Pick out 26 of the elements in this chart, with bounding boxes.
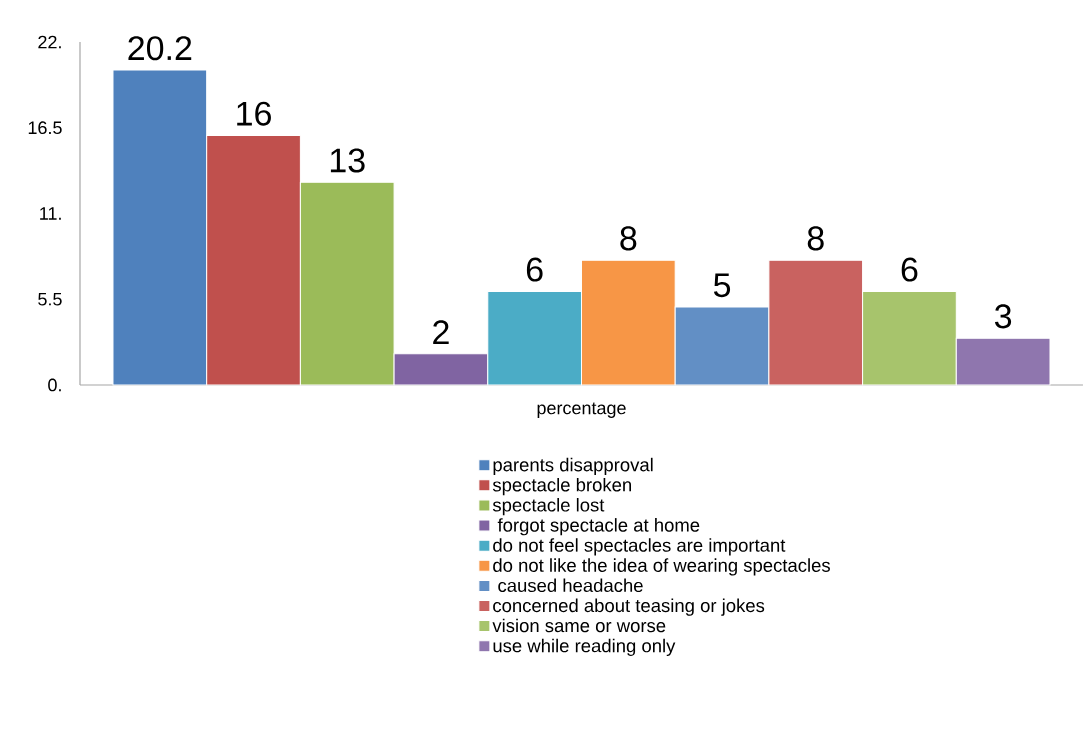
legend-label: spectacle broken bbox=[492, 477, 631, 496]
legend-label: spectacle lost bbox=[492, 498, 605, 516]
legend-label: do not like the idea of wearing spectacles bbox=[493, 558, 830, 576]
x-tick-label: percentage bbox=[537, 402, 626, 418]
y-tick-label: 16.5 bbox=[28, 121, 62, 135]
legend-label: caused headache bbox=[498, 578, 643, 593]
y-tick-label: 0. bbox=[48, 378, 61, 392]
legend-label: do not feel spectacles are important bbox=[493, 538, 786, 556]
y-tick-label: 5.5 bbox=[38, 292, 62, 306]
data-label: 2 bbox=[433, 320, 449, 344]
legend-label: forgot spectacle at home bbox=[497, 518, 700, 536]
data-label: 16 bbox=[237, 101, 271, 126]
data-label: 3 bbox=[994, 304, 1012, 329]
data-label: 8 bbox=[807, 226, 824, 251]
data-label: 13 bbox=[330, 148, 365, 173]
data-label: 5 bbox=[713, 273, 731, 298]
legend-label: concerned about teasing or jokes bbox=[493, 598, 765, 616]
y-tick-label: 11. bbox=[40, 207, 61, 220]
data-label: 6 bbox=[901, 257, 918, 282]
legend-label: parents disapproval bbox=[493, 457, 653, 476]
legend-label: use while reading only bbox=[493, 638, 676, 656]
legend-label: vision same or worse bbox=[492, 618, 666, 633]
data-label: 8 bbox=[620, 226, 637, 251]
data-label: 6 bbox=[526, 257, 543, 282]
y-tick-label: 22. bbox=[38, 35, 61, 49]
data-label: 20.2 bbox=[128, 36, 192, 61]
